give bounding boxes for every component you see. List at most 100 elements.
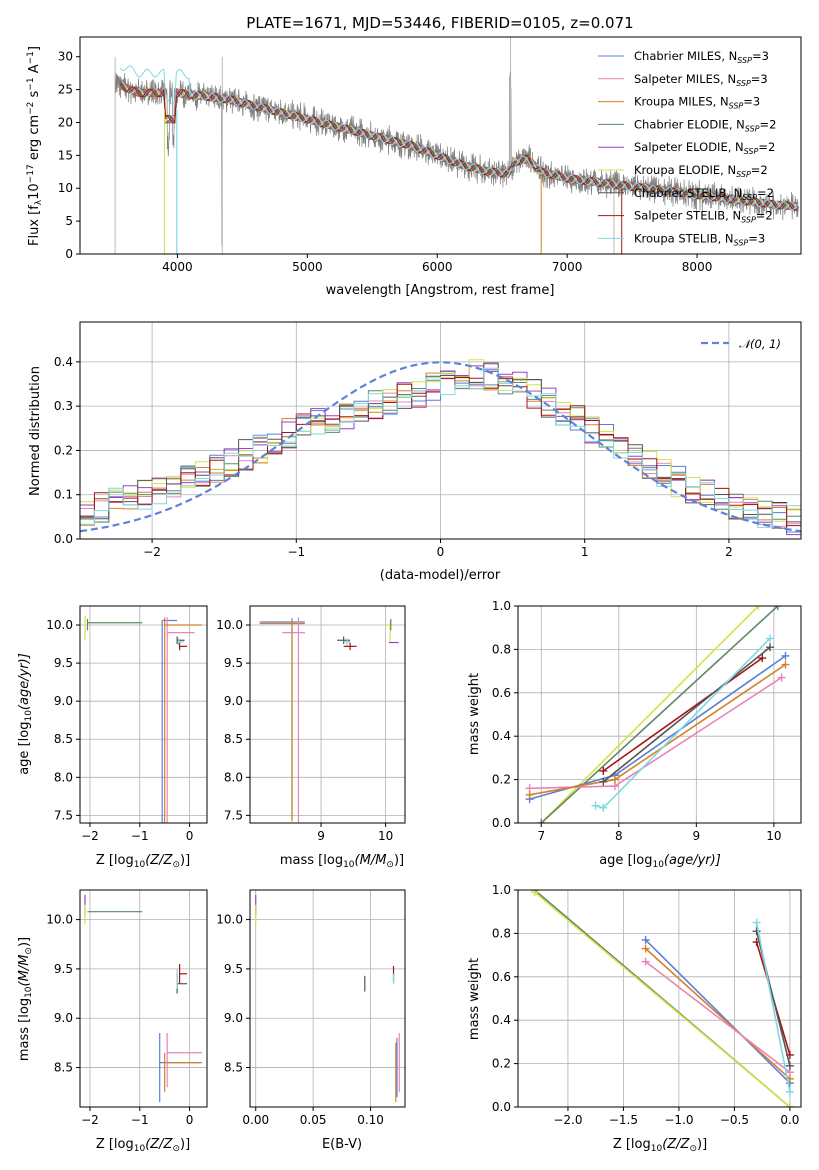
- mass-z-ylabel: mass [log10(M/M⊙)]: [17, 937, 34, 1061]
- axes-frame: [517, 605, 802, 824]
- mass-vs-ebv-panel: 0.00 0.05 0.10 8.5 9.0 9.5 10.0: [216, 889, 406, 1127]
- age-weight-xlabel: age [log10(age/yr)]: [599, 853, 721, 870]
- y-tick-label: 8.0: [54, 770, 73, 784]
- y-tick-label: 8.5: [224, 1061, 243, 1075]
- y-tick-label: 0.4: [492, 729, 511, 743]
- legend-entry: Salpeter STELIB, NSSP=2: [634, 209, 773, 225]
- y-tick-label: 9.5: [54, 962, 73, 976]
- y-tick-label: 0.2: [492, 1057, 511, 1071]
- axes-frame: [249, 889, 406, 1108]
- x-tick-label: −1.0: [664, 1113, 693, 1127]
- y-tick-label: 9.0: [224, 1011, 243, 1025]
- y-tick-label: 0.1: [54, 488, 73, 502]
- normal-curve: [80, 361, 801, 533]
- legend-entry: Kroupa STELIB, NSSP=3: [634, 231, 765, 247]
- x-tick-label: 0.10: [357, 1113, 384, 1127]
- y-tick-label: 0.2: [54, 443, 73, 457]
- line-plot-area: [530, 890, 794, 1107]
- legend-entry: Salpeter MILES, NSSP=3: [634, 72, 768, 88]
- y-tick-label: 0.0: [492, 816, 511, 830]
- y-tick-label: 5: [65, 214, 73, 228]
- y-tick-label: 0.6: [492, 970, 511, 984]
- x-tick-label: −0.5: [720, 1113, 749, 1127]
- spectrum-xlabel: wavelength [Angstrom, rest frame]: [326, 283, 555, 298]
- mass-weight-vs-metallicity-panel: −2.0 −1.5 −1.0 −0.5 0.0 0.0 0.2 0.4 0.6 0.8 1.0 Z […: [492, 883, 802, 1154]
- y-tick-label: 20: [58, 115, 73, 129]
- mass-vs-metallicity-panel: −2 −1 0 8.5 9.0 9.5 10.0 Z [log10(Z/Z⊙)] mass [l…: [17, 889, 208, 1154]
- residual-histogram-panel: −2 −1 0 1 2 0.0 0.1 0.2 0.3 0.4 𝒩(0, 1): [54, 321, 802, 559]
- x-tick-label: 7000: [552, 260, 583, 274]
- x-tick-label: 8: [615, 829, 623, 843]
- x-tick-label: 0: [186, 829, 194, 843]
- y-tick-label: 10.0: [216, 618, 243, 632]
- y-tick-label: 7.5: [54, 808, 73, 822]
- errorbar-plot-area: [84, 894, 203, 1103]
- axes-frame: [79, 36, 802, 255]
- legend-entry-normal: 𝒩(0, 1): [739, 337, 781, 351]
- x-tick-label: 0: [437, 545, 445, 559]
- y-tick-label: 15: [58, 148, 73, 162]
- y-tick-label: 0.0: [54, 532, 73, 546]
- series-line-chabrier_stelib: [602, 646, 771, 783]
- y-tick-label: 0.3: [54, 399, 73, 413]
- y-tick-label: 9.5: [54, 656, 73, 670]
- model-spectrum-salpeter_stelib: [119, 83, 799, 211]
- spectrum-title: PLATE=1671, MJD=53446, FIBERID=0105, z=0…: [246, 14, 633, 32]
- legend-entry: Kroupa MILES, NSSP=3: [634, 95, 760, 111]
- spectrum-plot-area: [114, 37, 799, 254]
- series-line-kroupa_stelib: [755, 922, 791, 1092]
- y-tick-label: 30: [58, 50, 73, 64]
- mass-z-xlabel: Z [log10(Z/Z⊙)]: [96, 1137, 190, 1154]
- errorbar-plot-area: [255, 894, 400, 1103]
- x-tick-label: 0.05: [300, 1113, 327, 1127]
- y-tick-label: 0.4: [54, 355, 73, 369]
- series-line-salpeter_stelib: [602, 657, 763, 772]
- y-tick-label: 0: [65, 247, 73, 261]
- y-tick-label: 0.8: [492, 642, 511, 656]
- age-z-ylabel: age [log10(age/yr)]: [17, 653, 34, 775]
- x-tick-label: −2.0: [553, 1113, 582, 1127]
- y-tick-label: 9.0: [224, 694, 243, 708]
- y-tick-label: 1.0: [492, 599, 511, 613]
- x-tick-label: −1: [131, 1113, 149, 1127]
- legend-entry: Chabrier STELIB, NSSP=2: [634, 186, 774, 202]
- axes-frame: [249, 605, 406, 824]
- x-tick-label: −2: [143, 545, 161, 559]
- x-tick-label: 0.0: [780, 1113, 799, 1127]
- errorbar-plot-area: [84, 615, 203, 823]
- y-tick-label: 9.0: [54, 694, 73, 708]
- axes-frame: [79, 605, 208, 824]
- spectrum-ylabel: Flux [fλ10−17 erg cm−2 s−1 A−1]: [26, 46, 44, 246]
- x-tick-label: 10: [378, 829, 393, 843]
- axes-frame: [79, 889, 208, 1108]
- x-tick-label: 0: [186, 1113, 194, 1127]
- legend-entry: Chabrier MILES, NSSP=3: [634, 49, 769, 65]
- age-vs-metallicity-panel: −2 −1 0 7.5 8.0 8.5 9.0 9.5 10.0 Z [log10(Z/Z⊙)] a…: [17, 605, 208, 870]
- line-plot-area: [525, 606, 790, 823]
- model-spectrum-kroupa_elodie: [120, 81, 799, 211]
- x-tick-label: 9: [317, 829, 325, 843]
- zw-ylabel: mass weight: [467, 958, 482, 1040]
- mass-weight-vs-age-panel: 7 8 9 10 0.0 0.2 0.4 0.6 0.8 1.0 age [log10(age/yr…: [492, 599, 802, 870]
- y-tick-label: 0.6: [492, 686, 511, 700]
- x-tick-label: −1: [287, 545, 305, 559]
- x-tick-label: −1.5: [609, 1113, 638, 1127]
- histogram-kroupa_elodie: [80, 359, 801, 522]
- y-tick-label: 9.5: [224, 656, 243, 670]
- agew-ylabel: mass weight: [467, 673, 482, 755]
- series-line-salpeter_miles: [645, 960, 791, 1073]
- model-spectrum-chabrier_stelib: [119, 81, 799, 211]
- spectrum-panel: 4000 5000 6000 7000 8000 0 5 10 15 20 25 30 Flux [fλ…: [26, 36, 802, 274]
- ebv-xlabel: E(B-V): [322, 1137, 362, 1152]
- y-tick-label: 0.0: [492, 1100, 511, 1114]
- y-tick-label: 8.0: [224, 770, 243, 784]
- series-line-kroupa_miles: [645, 948, 791, 1080]
- histogram-kroupa_stelib: [80, 367, 801, 528]
- x-tick-label: 2: [725, 545, 733, 559]
- y-tick-label: 25: [58, 83, 73, 97]
- age-z-xlabel: Z [log10(Z/Z⊙)]: [96, 853, 190, 870]
- y-tick-label: 7.5: [224, 808, 243, 822]
- y-tick-label: 8.5: [224, 732, 243, 746]
- x-tick-label: 6000: [422, 260, 453, 274]
